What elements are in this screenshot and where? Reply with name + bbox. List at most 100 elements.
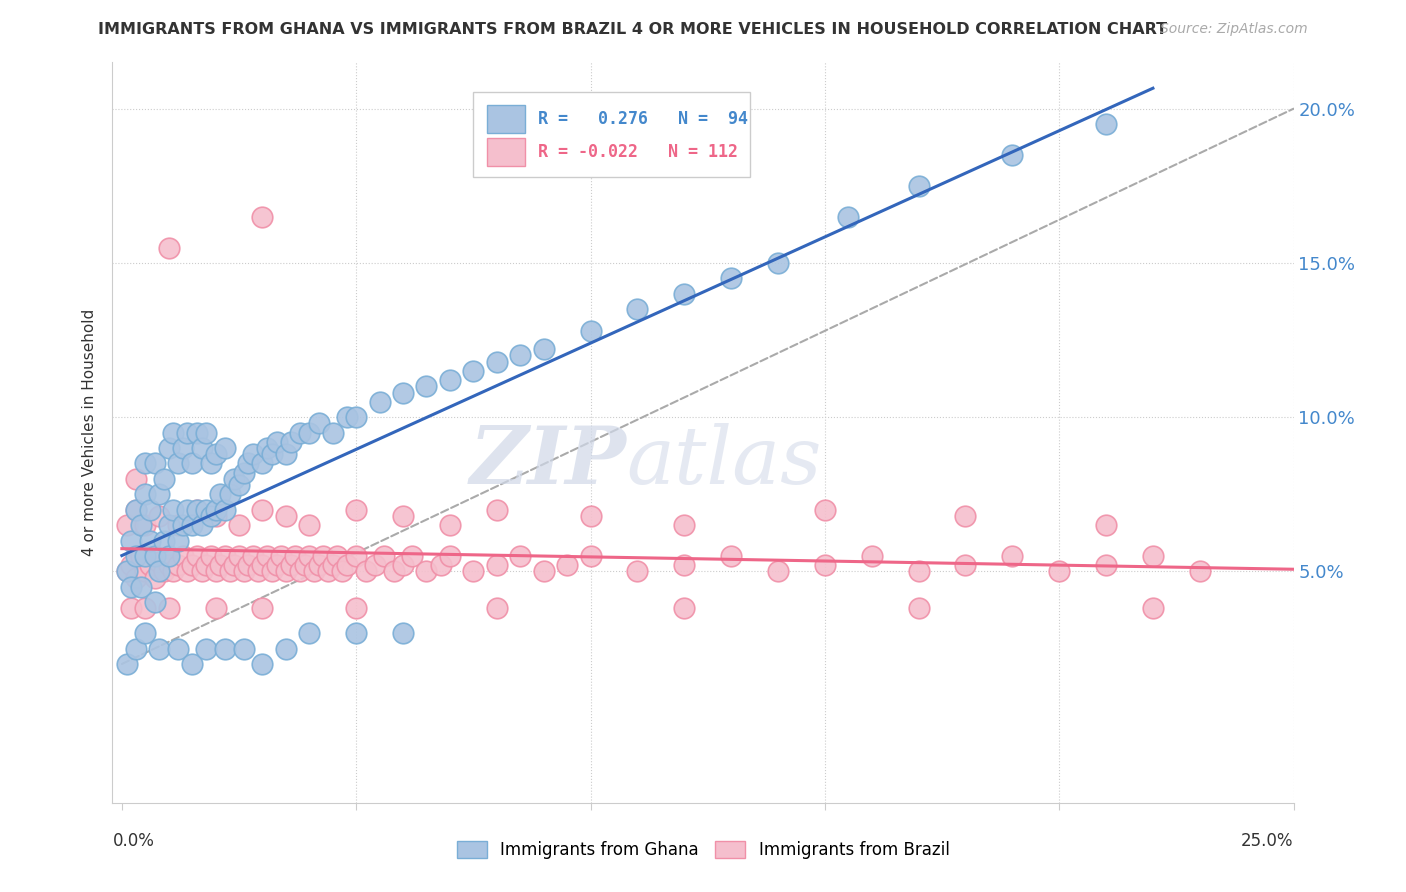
Point xyxy=(200,457,222,471)
Point xyxy=(232,641,254,656)
Point xyxy=(134,549,156,563)
Point xyxy=(368,394,391,409)
Point xyxy=(186,502,208,516)
Point xyxy=(354,565,377,579)
Point xyxy=(1001,148,1024,162)
Point xyxy=(256,441,278,455)
Point xyxy=(392,385,415,400)
Point xyxy=(139,533,162,548)
Point xyxy=(224,558,246,573)
Point xyxy=(415,379,437,393)
Point xyxy=(153,533,176,548)
Point xyxy=(143,571,166,585)
Point xyxy=(190,565,212,579)
Point xyxy=(288,565,311,579)
Point xyxy=(186,502,208,516)
Point xyxy=(907,178,929,193)
Point xyxy=(139,502,162,516)
Point xyxy=(157,549,180,563)
Point xyxy=(115,518,138,533)
Point xyxy=(401,549,423,563)
Point xyxy=(579,324,602,338)
Point xyxy=(157,240,180,255)
Point xyxy=(176,502,198,516)
Point xyxy=(344,601,367,615)
Point xyxy=(125,549,148,563)
Point xyxy=(246,565,269,579)
Point xyxy=(336,558,359,573)
Point xyxy=(392,626,415,640)
Point xyxy=(720,549,742,563)
Point xyxy=(673,518,696,533)
Point xyxy=(274,565,297,579)
Point xyxy=(181,457,204,471)
Point xyxy=(392,558,415,573)
Point xyxy=(139,558,162,573)
Point xyxy=(134,518,156,533)
Point xyxy=(533,343,555,357)
Point xyxy=(214,441,236,455)
Point xyxy=(579,549,602,563)
Point xyxy=(167,457,190,471)
Point xyxy=(167,518,190,533)
Point xyxy=(766,256,789,270)
Point xyxy=(673,286,696,301)
Point xyxy=(284,549,307,563)
Point xyxy=(172,518,194,533)
Point xyxy=(214,641,236,656)
Point xyxy=(125,641,148,656)
Point xyxy=(280,434,302,449)
Point xyxy=(316,565,339,579)
Point xyxy=(260,447,283,461)
Point xyxy=(302,565,325,579)
Point xyxy=(181,558,204,573)
Point xyxy=(120,601,142,615)
Point xyxy=(298,518,321,533)
Point xyxy=(204,447,226,461)
Point xyxy=(167,558,190,573)
Point xyxy=(485,502,508,516)
Point xyxy=(266,434,288,449)
Point xyxy=(209,558,232,573)
Legend: Immigrants from Ghana, Immigrants from Brazil: Immigrants from Ghana, Immigrants from B… xyxy=(449,833,957,868)
Point xyxy=(463,565,485,579)
Bar xyxy=(486,104,524,133)
Point xyxy=(204,502,226,516)
Point xyxy=(148,565,170,579)
Point xyxy=(195,425,218,440)
Point xyxy=(1095,518,1118,533)
Point xyxy=(1142,601,1164,615)
Point xyxy=(1001,549,1024,563)
Point xyxy=(209,487,232,501)
Point xyxy=(125,472,148,486)
Point xyxy=(157,441,180,455)
Point xyxy=(228,549,250,563)
Point xyxy=(125,571,148,585)
Point xyxy=(463,364,485,378)
Text: 0.0%: 0.0% xyxy=(112,832,155,850)
Point xyxy=(252,601,274,615)
Point xyxy=(172,441,194,455)
Text: R = -0.022   N = 112: R = -0.022 N = 112 xyxy=(537,143,738,161)
Point xyxy=(115,565,138,579)
Point xyxy=(814,502,837,516)
Point xyxy=(579,508,602,523)
Point xyxy=(157,558,180,573)
Point xyxy=(344,410,367,425)
Point xyxy=(186,549,208,563)
Point xyxy=(200,508,222,523)
Point xyxy=(115,565,138,579)
Text: R =   0.276   N =  94: R = 0.276 N = 94 xyxy=(537,110,748,128)
Text: ZIP: ZIP xyxy=(470,424,626,501)
Point xyxy=(270,549,292,563)
Y-axis label: 4 or more Vehicles in Household: 4 or more Vehicles in Household xyxy=(82,309,97,557)
Point xyxy=(224,472,246,486)
Point xyxy=(238,558,260,573)
Point xyxy=(238,457,260,471)
Point xyxy=(125,502,148,516)
Point xyxy=(274,508,297,523)
Point xyxy=(172,549,194,563)
Point xyxy=(120,580,142,594)
Point xyxy=(176,565,198,579)
Point xyxy=(148,508,170,523)
